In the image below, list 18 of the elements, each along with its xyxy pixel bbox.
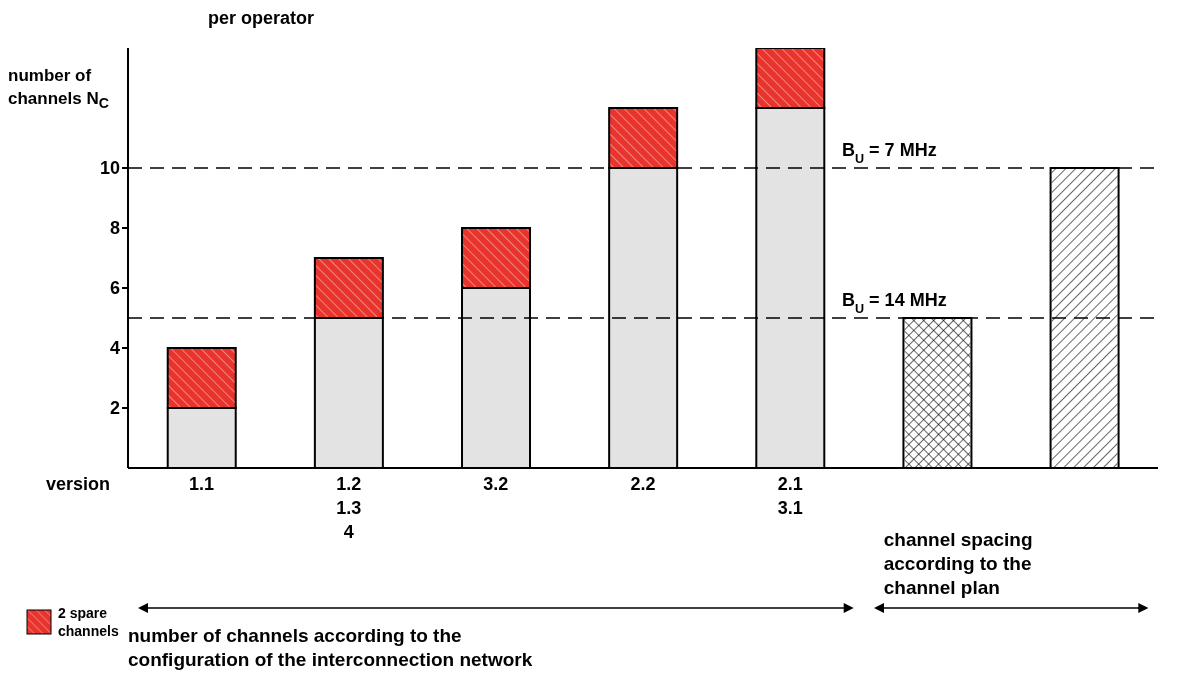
y-tick-label: 8	[109, 218, 120, 239]
chart-title: per operator	[208, 8, 315, 29]
text: 2 spare channels	[58, 604, 120, 640]
x-tick-label: 3.2	[483, 474, 509, 494]
text: channel spacing according to the channel plan	[883, 528, 1034, 600]
x-axis-title: version	[46, 474, 111, 495]
annotation: B$_{U}$ = 14 MHz	[842, 290, 947, 316]
text: number of channels according to the configuration of the interconnection network	[128, 624, 534, 672]
annotation: B$_{U}$ = 7 MHz	[842, 140, 937, 166]
x-tick-label: 2.1 3.1	[777, 474, 803, 518]
x-tick-label: 1.1	[189, 474, 215, 494]
y-axis-title: number of channels N$_{C}$	[8, 65, 110, 114]
y-tick-label: 4	[109, 338, 120, 359]
y-tick-label: 10	[99, 158, 120, 179]
x-tick-label: 2.2	[630, 474, 656, 494]
y-tick-label: 2	[109, 398, 120, 419]
x-tick-label: 1.2 1.3 4	[336, 474, 362, 542]
y-tick-label: 6	[109, 278, 120, 299]
